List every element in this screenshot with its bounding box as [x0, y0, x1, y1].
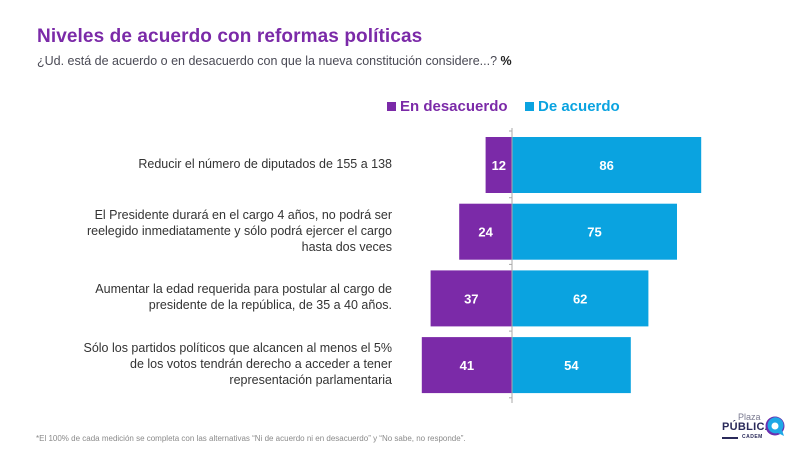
data-label-de-acuerdo: 54	[564, 358, 579, 373]
data-label-de-acuerdo: 62	[573, 291, 587, 306]
legend-swatch-de-acuerdo	[525, 102, 534, 111]
data-label-en-desacuerdo: 24	[478, 225, 493, 240]
category-label-line: reelegido inmediatamente y sólo podrá ej…	[86, 223, 392, 238]
bar-en-desacuerdo	[421, 337, 512, 394]
data-label-de-acuerdo: 75	[587, 225, 601, 240]
legend-swatch-en-desacuerdo	[387, 102, 396, 111]
legend-label-en-desacuerdo: En desacuerdo	[400, 98, 508, 115]
category-label: El Presidente durará en el cargo 4 años,…	[32, 207, 392, 255]
subtitle-unit: %	[500, 54, 512, 68]
data-label-en-desacuerdo: 12	[492, 158, 506, 173]
bar-en-desacuerdo	[485, 137, 512, 193]
speech-bubble-logo-icon	[765, 416, 785, 436]
category-label-line: hasta dos veces	[301, 239, 392, 254]
category-label: Reducir el número de diputados de 155 a …	[32, 156, 392, 172]
legend-item-de-acuerdo: De acuerdo	[525, 98, 620, 115]
chart-title: Niveles de acuerdo con reformas política…	[37, 26, 423, 47]
bar-de-acuerdo	[512, 337, 631, 394]
bar-en-desacuerdo	[459, 203, 512, 260]
category-label-line: representación parlamentaria	[229, 373, 392, 388]
logo-text-publica: PÚBLICA	[722, 421, 773, 433]
category-label: Sólo los partidos políticos que alcancen…	[32, 340, 392, 388]
legend-label-de-acuerdo: De acuerdo	[538, 98, 620, 115]
data-label-en-desacuerdo: 41	[460, 358, 474, 373]
logo-text-plaza: Plaza	[738, 412, 761, 422]
data-label-en-desacuerdo: 37	[464, 291, 478, 306]
category-label-line: Reducir el número de diputados de 155 a …	[138, 157, 392, 171]
footnote: *El 100% de cada medición se completa co…	[36, 434, 466, 443]
legend-item-en-desacuerdo: En desacuerdo	[387, 98, 508, 115]
category-label: Aumentar la edad requerida para postular…	[32, 281, 392, 313]
subtitle-text: ¿Ud. está de acuerdo o en desacuerdo con…	[37, 54, 498, 68]
category-label-line: El Presidente durará en el cargo 4 años,…	[94, 207, 392, 222]
plaza-publica-cadem-logo: Plaza PÚBLICA CADEM	[718, 412, 788, 444]
category-label-line: presidente de la república, de 35 a 40 a…	[148, 298, 392, 313]
category-label-line: de los votos tendrán derecho a acceder a…	[130, 357, 392, 372]
chart-subtitle: ¿Ud. está de acuerdo o en desacuerdo con…	[37, 54, 512, 68]
data-label-de-acuerdo: 86	[599, 158, 613, 173]
bar-en-desacuerdo	[430, 270, 512, 327]
category-label-line: Sólo los partidos políticos que alcancen…	[83, 341, 392, 356]
logo-underline	[722, 437, 738, 439]
bar-de-acuerdo	[512, 137, 702, 193]
logo-text-cadem: CADEM	[742, 434, 763, 440]
category-label-line: Aumentar la edad requerida para postular…	[95, 282, 392, 297]
bar-de-acuerdo	[512, 203, 677, 260]
bar-de-acuerdo	[512, 270, 649, 327]
